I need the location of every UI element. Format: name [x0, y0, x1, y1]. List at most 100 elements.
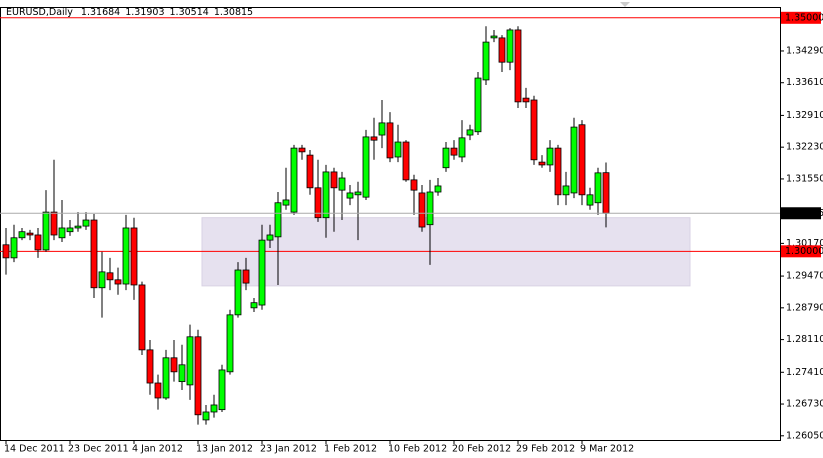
header-close: 1.30815 [214, 7, 253, 18]
candle-body [602, 172, 610, 214]
price-label: 1.35000 [785, 12, 823, 23]
candle-body [330, 171, 338, 189]
candle-body [234, 269, 242, 316]
candle-body [130, 227, 138, 286]
candle-body [554, 147, 562, 196]
candle-body [90, 219, 98, 289]
candle-body [282, 199, 290, 206]
candle-body [450, 147, 458, 156]
candle-body [66, 227, 74, 233]
candle-body [426, 191, 434, 226]
candle-body [498, 37, 506, 63]
x-tick-label: 9 Mar 2012 [580, 444, 634, 455]
candle-body [106, 272, 114, 281]
candle-body [538, 161, 546, 166]
x-tick-label: 29 Feb 2012 [516, 444, 575, 455]
candle-body [58, 227, 66, 239]
candle-body [458, 137, 466, 158]
candle-body [250, 302, 258, 309]
candle-body [218, 369, 226, 411]
candle-body [98, 271, 106, 289]
candle-body [514, 29, 522, 103]
candle-body [82, 219, 90, 227]
shift-marker [620, 2, 630, 7]
y-tick-label: 1.33610 [786, 77, 823, 88]
price-label: 1.30000 [785, 246, 823, 257]
candle-body [594, 172, 602, 204]
candle-body [186, 336, 194, 386]
candle-body [266, 234, 274, 241]
candle-body [490, 35, 498, 39]
y-tick-label: 1.27410 [786, 367, 823, 378]
x-tick-label: 4 Jan 2012 [132, 444, 183, 455]
y-tick-label: 1.28790 [786, 302, 823, 313]
chart-header: EURUSD,Daily 1.31684 1.31903 1.30514 1.30815 [6, 7, 253, 18]
x-tick-label: 20 Feb 2012 [452, 444, 511, 455]
candle-body [122, 227, 130, 285]
candle-body [522, 97, 530, 103]
candle-body [370, 136, 378, 141]
candle-body [178, 364, 186, 383]
x-tick-label: 14 Dec 2011 [4, 444, 65, 455]
candle-body [306, 154, 314, 189]
candle-body [290, 147, 298, 213]
candle-body [442, 147, 450, 169]
candle-body [274, 202, 282, 238]
candle-body [2, 244, 10, 259]
x-tick-label: 1 Feb 2012 [324, 444, 377, 455]
candle-body [162, 357, 170, 399]
candle-body [578, 124, 586, 196]
candle-body [562, 185, 570, 196]
candle-body [418, 192, 426, 228]
candle-body [378, 122, 386, 136]
candle-body [138, 284, 146, 351]
candle-body [154, 382, 162, 399]
y-tick-label: 1.31550 [786, 173, 823, 184]
candle-body [314, 187, 322, 219]
current-price-label: 1.30815 [785, 208, 823, 219]
candle-body [10, 237, 18, 259]
candle-body [26, 232, 34, 236]
candle-body [34, 234, 42, 251]
candle-body [202, 411, 210, 421]
y-tick-label: 1.26730 [786, 399, 823, 410]
header-low: 1.30514 [170, 7, 209, 18]
candle-body [410, 179, 418, 191]
header-open: 1.31684 [81, 7, 120, 18]
y-tick-label: 1.30170 [786, 238, 823, 249]
candle-body [394, 141, 402, 158]
y-tick-label: 1.29470 [786, 271, 823, 282]
candle-body [386, 122, 394, 159]
candle-body [50, 211, 58, 236]
candle-body [346, 192, 354, 199]
candle-body [482, 41, 490, 81]
y-tick-label: 1.34290 [786, 45, 823, 56]
candle-body [434, 185, 442, 193]
x-tick-label: 23 Dec 2011 [68, 444, 129, 455]
candle-body [338, 177, 346, 191]
x-tick-label: 10 Feb 2012 [388, 444, 447, 455]
price-label-box [781, 245, 821, 258]
candle-body [506, 29, 514, 63]
candle-body [586, 194, 594, 206]
candle-body [226, 314, 234, 373]
candle-body [258, 239, 266, 306]
candle-body [362, 136, 370, 198]
candle-body [402, 141, 410, 181]
candle-body [298, 147, 306, 153]
symbol: EURUSD,Daily [6, 7, 73, 18]
y-tick-label: 1.26050 [786, 430, 823, 441]
candle-body [242, 269, 250, 284]
x-tick-label: 23 Jan 2012 [260, 444, 317, 455]
candle-body [146, 349, 154, 384]
candle-body [74, 225, 82, 229]
candle-body [530, 99, 538, 161]
price-label-box [781, 11, 821, 24]
candle-body [466, 129, 474, 136]
current-price-box [781, 207, 821, 220]
x-tick-label: 13 Jan 2012 [196, 444, 253, 455]
candle-body [474, 77, 482, 133]
candle-body [170, 357, 178, 373]
y-tick-label: 1.28110 [786, 334, 823, 345]
header-high: 1.31903 [125, 7, 164, 18]
